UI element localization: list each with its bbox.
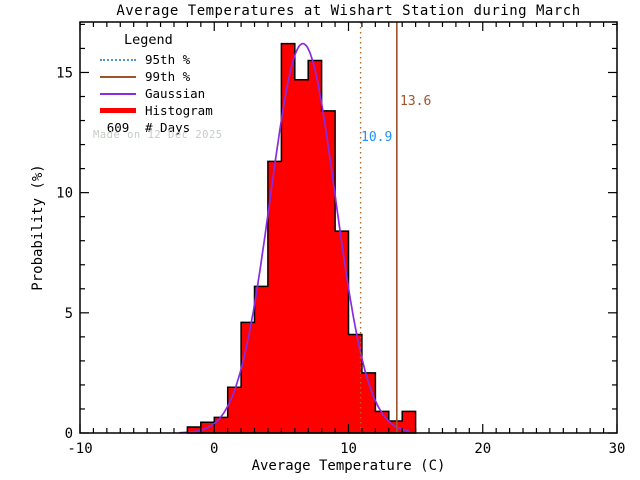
days-count-label: # Days	[145, 120, 191, 135]
days-count: 609	[106, 120, 130, 135]
legend-item-label: 95th %	[145, 52, 191, 67]
percentile-95-value-label: 10.9	[361, 130, 393, 145]
legend-item-gaussian: Gaussian	[100, 85, 213, 102]
x-tick-label: 10	[340, 441, 357, 457]
percentile-99-value-label: 13.6	[400, 94, 432, 109]
solid-line-swatch-icon	[100, 75, 136, 78]
x-tick-label: 20	[474, 441, 491, 457]
x-axis-label: Average Temperature (C)	[252, 458, 446, 474]
x-tick-label: 0	[210, 441, 218, 457]
y-axis-label: Probability (%)	[30, 164, 46, 290]
dotted-line-swatch-icon	[100, 58, 136, 61]
gaussian-curve	[179, 42, 410, 434]
y-tick-label: 5	[65, 306, 73, 322]
legend-title: Legend	[124, 32, 173, 48]
solid-line-swatch-icon	[100, 92, 136, 95]
legend-item-histogram: Histogram	[100, 102, 213, 119]
legend-item-label: Histogram	[145, 103, 213, 118]
watermark: Made on 12 Dec 2025	[93, 129, 223, 141]
y-tick-label: 0	[65, 426, 73, 442]
x-tick-label: 30	[609, 441, 626, 457]
legend-item-label: 99th %	[145, 69, 191, 84]
thick-line-swatch-icon	[100, 108, 136, 113]
histogram-bars	[186, 42, 417, 434]
legend-item-95th: 95th %	[100, 51, 213, 68]
x-tick-label: -10	[67, 441, 92, 457]
legend: Legend 95th % 99th % Gaussian Histogram …	[100, 32, 213, 136]
legend-item-label: Gaussian	[145, 86, 206, 101]
legend-item-days: 609 # Days	[100, 119, 213, 136]
y-tick-label: 10	[56, 186, 73, 202]
y-tick-label: 15	[56, 65, 73, 81]
legend-item-99th: 99th %	[100, 68, 213, 85]
chart-title: Average Temperatures at Wishart Station …	[116, 3, 581, 19]
